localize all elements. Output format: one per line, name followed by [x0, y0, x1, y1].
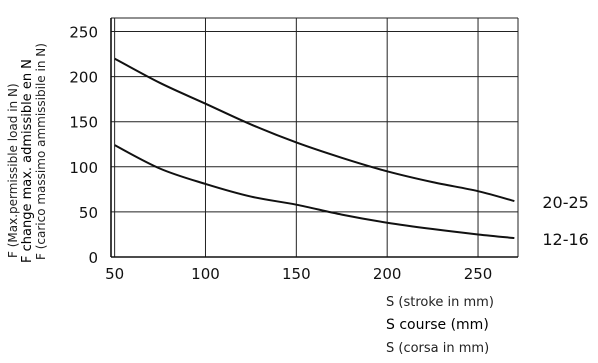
x-tick-200: 200 — [373, 265, 402, 283]
x-axis-title: S (stroke in mm) S course (mm) S (corsa … — [386, 295, 494, 356]
x-tick-150: 150 — [282, 265, 311, 283]
y-tick-250: 250 — [69, 24, 98, 42]
y-tick-50: 50 — [79, 204, 98, 222]
series-label-12-16: 12-16 — [542, 230, 589, 249]
series-labels: 20-25 12-16 — [542, 193, 589, 249]
x-axis-ticks: 50 100 150 200 250 — [105, 265, 492, 283]
grid — [110, 17, 519, 258]
series-line-12-16 — [114, 144, 515, 240]
series-label-20-25: 20-25 — [542, 193, 589, 212]
y-axis-title-line-1: F (Max.permissible load in N) — [6, 83, 20, 258]
y-axis-ticks: 0 50 100 150 200 250 — [69, 24, 98, 267]
y-tick-100: 100 — [69, 159, 98, 177]
x-axis-title-line-1: S (stroke in mm) — [386, 295, 494, 310]
x-axis-title-line-2: S course (mm) — [386, 317, 489, 333]
y-tick-200: 200 — [69, 69, 98, 87]
series-line-20-25 — [114, 57, 515, 203]
y-tick-0: 0 — [88, 249, 98, 267]
y-axis-title-line-2: F change max. admissible en N — [20, 59, 35, 263]
x-axis-title-line-3: S (corsa in mm) — [386, 341, 489, 356]
x-tick-100: 100 — [191, 265, 220, 283]
y-axis-title: F (Max.permissible load in N) F change m… — [6, 43, 48, 263]
y-axis-title-line-3: F (carico massimo ammissibile in N) — [34, 43, 48, 260]
x-tick-250: 250 — [464, 265, 493, 283]
x-tick-50: 50 — [105, 265, 124, 283]
curves — [114, 57, 515, 240]
y-tick-150: 150 — [69, 114, 98, 132]
